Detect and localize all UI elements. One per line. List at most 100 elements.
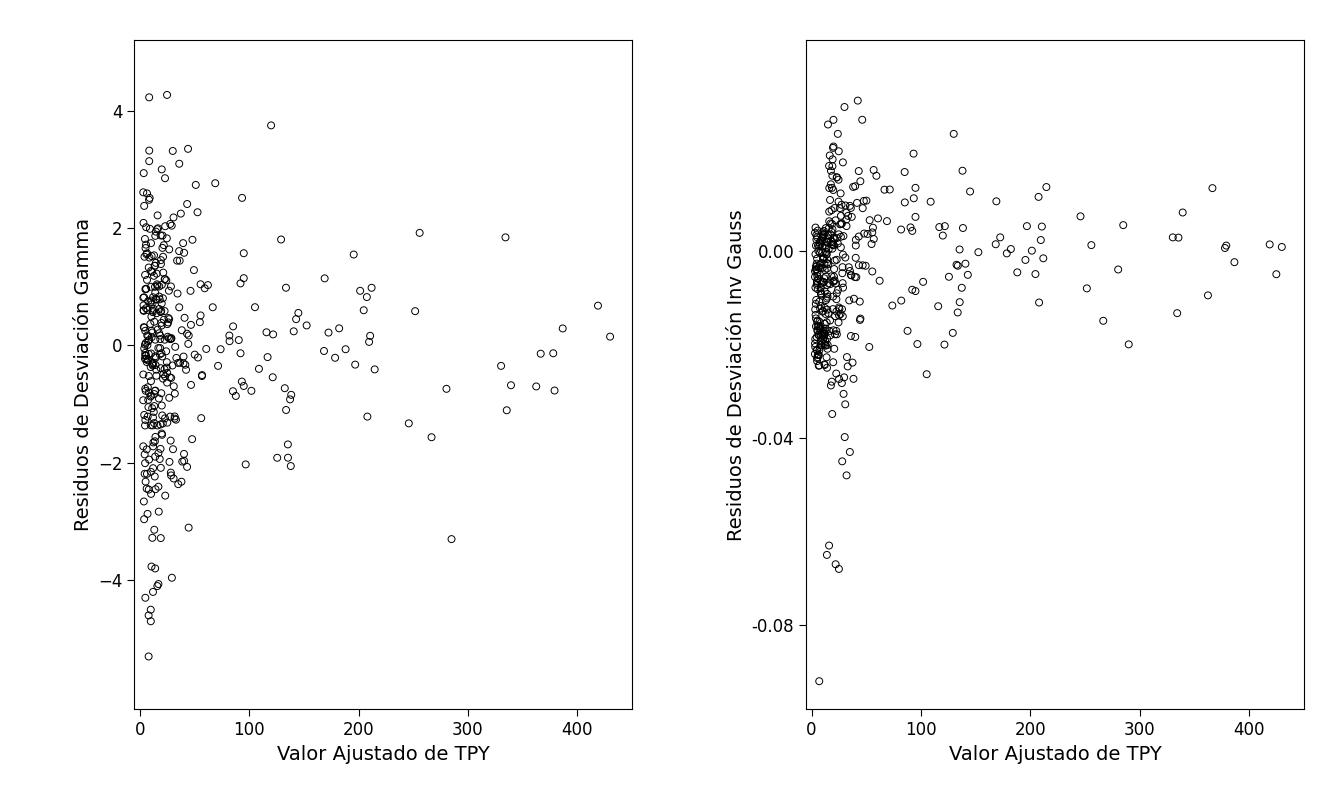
Point	[145, 256, 167, 269]
Point	[148, 505, 169, 518]
Point	[1093, 314, 1114, 327]
Point	[934, 220, 956, 233]
Point	[818, 181, 840, 194]
Point	[233, 272, 254, 285]
Point	[144, 315, 165, 328]
Point	[176, 197, 198, 210]
Point	[159, 455, 180, 468]
Point	[587, 299, 609, 312]
Point	[848, 259, 870, 272]
Point	[138, 386, 160, 399]
Point	[441, 533, 462, 546]
Point	[808, 329, 829, 342]
Point	[831, 376, 852, 389]
Point	[140, 465, 161, 478]
Point	[820, 193, 841, 206]
Point	[173, 447, 195, 460]
Point	[832, 248, 853, 261]
Point	[141, 560, 163, 573]
Point	[831, 241, 852, 254]
Point	[821, 204, 843, 217]
Point	[183, 264, 204, 276]
Point	[817, 290, 839, 303]
Point	[849, 314, 871, 326]
Point	[136, 239, 157, 251]
Point	[821, 169, 843, 182]
Point	[813, 330, 835, 343]
Point	[1070, 210, 1091, 222]
Point	[814, 359, 836, 372]
Point	[809, 341, 831, 354]
Point	[809, 343, 831, 356]
Point	[813, 325, 835, 338]
Point	[806, 330, 828, 343]
Point	[137, 354, 159, 367]
Point	[949, 243, 970, 256]
Point	[867, 212, 888, 225]
Point	[224, 389, 246, 402]
Point	[152, 266, 173, 279]
Point	[165, 351, 187, 364]
Point	[1077, 282, 1098, 295]
Point	[827, 231, 848, 244]
Point	[863, 221, 884, 234]
Point	[836, 351, 857, 364]
Point	[324, 351, 345, 364]
Point	[138, 192, 160, 205]
Point	[167, 254, 188, 267]
Point	[134, 339, 156, 351]
Point	[806, 324, 828, 337]
Point	[828, 195, 849, 208]
Point	[825, 277, 847, 290]
Point	[818, 160, 840, 172]
Point	[852, 114, 874, 127]
Point	[175, 364, 196, 376]
Point	[824, 254, 845, 267]
Point	[266, 451, 288, 464]
Point	[142, 440, 164, 453]
Point	[943, 127, 965, 140]
Point	[809, 236, 831, 249]
Point	[145, 483, 167, 496]
Point	[159, 332, 180, 345]
Point	[809, 675, 831, 688]
Point	[817, 229, 839, 242]
Point	[806, 344, 828, 357]
Point	[176, 460, 198, 473]
Point	[806, 278, 828, 291]
Point	[149, 329, 171, 342]
Point	[138, 347, 160, 360]
Point	[168, 478, 190, 491]
Point	[177, 521, 199, 534]
Point	[134, 457, 156, 470]
Point	[134, 251, 156, 264]
Point	[148, 302, 169, 315]
Point	[844, 271, 866, 284]
Point	[810, 256, 832, 269]
Point	[810, 281, 832, 294]
Point	[138, 334, 160, 347]
Point	[813, 272, 835, 285]
Point	[938, 270, 960, 283]
Point	[543, 347, 564, 359]
Point	[816, 288, 837, 301]
Point	[809, 274, 831, 287]
Point	[862, 265, 883, 278]
Point	[360, 281, 382, 294]
Point	[812, 330, 833, 343]
Point	[840, 202, 862, 214]
Point	[813, 229, 835, 242]
Point	[849, 175, 871, 188]
Point	[896, 324, 918, 337]
Point	[816, 248, 837, 261]
Point	[164, 387, 185, 400]
Point	[808, 348, 829, 361]
Point	[159, 371, 180, 384]
Point	[152, 229, 173, 242]
Point	[805, 297, 827, 310]
Point	[145, 369, 167, 382]
Point	[138, 483, 160, 496]
Point	[824, 239, 845, 251]
Point	[843, 293, 864, 305]
Point	[852, 202, 874, 214]
